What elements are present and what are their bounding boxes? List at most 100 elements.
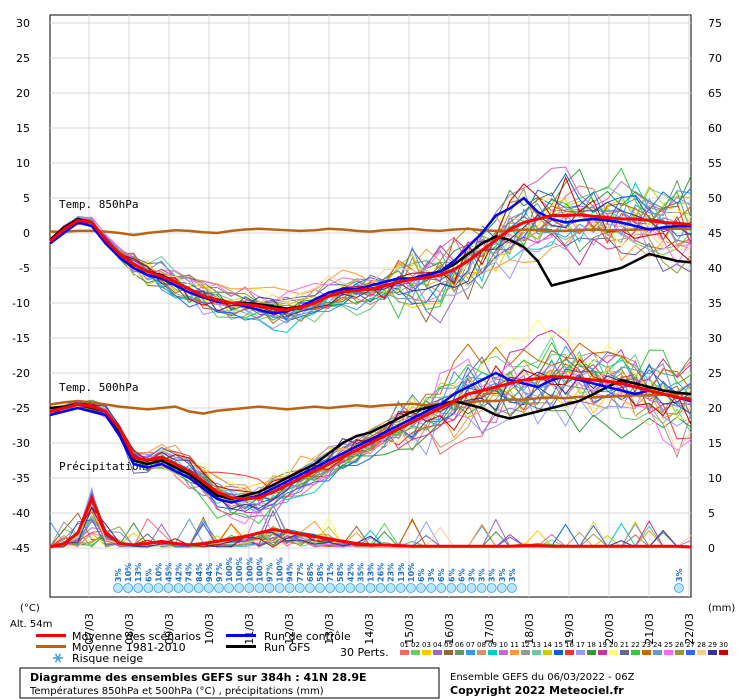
perturbation-id: 07 [466,641,475,649]
snow-risk-dot [224,583,235,593]
snow-risk-mark: 13% [365,563,376,593]
right-tick-label: 50 [708,192,722,205]
perturbation-swatch [510,650,519,655]
perturbation-id: 24 [653,641,662,649]
perturbation-swatch [686,650,695,655]
snow-risk-pct: 42% [346,563,355,582]
snow-risk-pct: 100% [255,557,264,582]
perturbation-id: 20 [609,641,618,649]
snow-risk-pct: 3% [427,568,436,582]
plot-frame [49,14,692,598]
member-line [49,168,692,321]
right-tick-label: 40 [708,262,722,275]
legend-label-clim: Moyenne 1981-2010 [72,641,186,654]
snow-risk-mark: 6% [436,568,447,593]
x-tick-label: 20/03 [603,613,616,645]
legend-swatch-clim [36,645,66,648]
snow-risk-dot [113,583,123,593]
perturbation-id: 06 [455,641,464,649]
snow-risk-pct: 10% [407,563,416,582]
snow-risk-dot [193,583,204,593]
left-tick-label: 5 [23,192,30,205]
perturbation-swatch [543,650,552,655]
perturbation-id: 01 [400,641,409,649]
series-line-t500 [49,371,692,504]
right-tick-label: 35 [708,297,722,310]
snow-risk-pct: 6% [457,568,466,582]
snow-risk-pct: 10% [154,563,163,582]
snow-risk-dot [446,583,457,593]
right-tick-label: 5 [708,507,715,520]
snow-risk-pct: 68% [306,563,315,582]
perturbation-swatch [587,650,596,655]
snow-risk-mark: 35% [355,563,365,593]
perturbation-swatch [697,650,706,655]
snow-risk-pct: 35% [356,563,365,582]
left-tick-label: -25 [12,402,30,415]
snow-risk-dot [335,583,346,593]
left-tick-label: -30 [12,437,30,450]
x-tick-label: 13/03 [323,613,336,645]
snow-risk-pct: 10% [124,563,133,582]
perturbation-id: 22 [631,641,640,649]
perturbation-id: 26 [675,641,684,649]
snow-risk-mark: 6% [456,568,466,593]
x-tick-label: 15/03 [403,613,416,645]
right-tick-label: 30 [708,332,722,345]
x-tick-label: 22/03 [683,613,696,645]
snow-risk-pct: 6% [447,568,456,582]
snow-risk-dot [304,583,315,593]
snow-risk-pct: 3% [478,568,487,582]
snow-risk-dot [496,583,507,593]
snow-risk-mark: 84% [193,563,204,593]
snow-risk-pct: 6% [437,568,446,582]
perturbation-id: 09 [488,641,497,649]
snow-risk-pct: 97% [266,563,275,582]
snow-risk-pct: 13% [397,563,406,582]
snow-risk-mark: 100% [234,557,244,593]
snow-risk-dot [294,583,305,593]
snow-risk-dot [466,583,477,593]
snow-risk-dot [436,583,447,593]
snow-risk-mark: 3% [466,568,477,593]
snow-risk-pct: 100% [245,557,254,582]
snow-risk-mark: 100% [224,557,235,593]
snow-risk-dot [476,583,487,593]
left-tick-label: -5 [19,262,30,275]
snow-risk-mark: 3% [476,568,487,593]
left-axis-ticks: 30 25 20 15 10 5 0 -5 -10 -15 -20 -25 -30 -35 -40 -45 [12,17,30,555]
perturbations-label: 30 Perts. [340,646,389,659]
snow-risk-pct: 100% [276,557,285,582]
legend-label-gfs: Run GFS [264,641,310,654]
snow-risk-mark: 42% [345,563,355,593]
snow-risk-pct: 26% [377,563,386,582]
right-tick-label: 60 [708,122,722,135]
member-line [49,215,692,306]
snow-risk-mark: 94% [284,563,295,593]
snow-risk-pct: 6% [144,568,153,582]
snow-risk-mark: 26% [375,563,386,593]
snow-risk-mark: 100% [254,557,264,593]
snow-risk-dot [284,583,295,593]
footer-left-subtitle: Températures 850hPa et 500hPa (°C) , pré… [29,685,324,697]
perturbation-id: 08 [477,641,486,649]
perturbation-swatch [477,650,486,655]
footer-right-title: Ensemble GEFS du 06/03/2022 - 06Z [450,672,635,683]
perturbation-id: 28 [697,641,706,649]
snow-risk-mark: 58% [335,563,346,593]
right-tick-label: 70 [708,52,722,65]
left-tick-label: -40 [12,507,30,520]
perturbation-id: 03 [422,641,431,649]
snow-risk-mark: 10% [123,563,133,593]
snow-risk-pct: 3% [488,568,497,582]
snow-risk-mark: 77% [294,563,305,593]
snow-risk-pct: 74% [185,563,194,582]
snow-risk-mark: 100% [244,557,254,593]
snow-risk-dot [674,583,684,593]
snow-risk-mark: 6% [446,568,457,593]
perturbation-swatch [422,650,431,655]
snow-risk-pct-last: 3% [675,568,684,582]
perturbation-swatch [466,650,475,655]
perturbation-id: 18 [587,641,596,649]
